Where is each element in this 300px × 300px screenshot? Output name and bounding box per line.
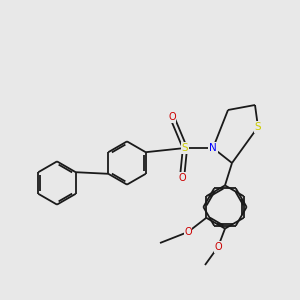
Text: O: O: [214, 242, 222, 252]
Text: N: N: [209, 143, 217, 153]
Text: O: O: [178, 173, 186, 183]
Text: S: S: [255, 122, 261, 132]
Text: O: O: [184, 227, 192, 237]
Text: O: O: [168, 112, 176, 122]
Text: S: S: [182, 143, 188, 153]
